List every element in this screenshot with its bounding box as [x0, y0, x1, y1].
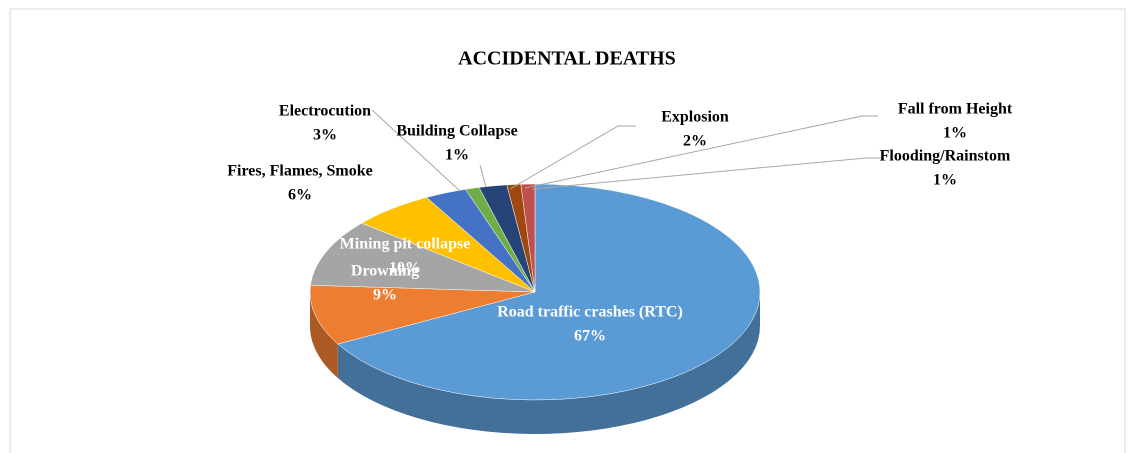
- slice-value-label: 10%: [389, 260, 421, 277]
- slice-value-label: 2%: [683, 133, 707, 150]
- slice-value-label: 1%: [943, 125, 967, 142]
- slice-value-label: 3%: [313, 127, 337, 144]
- slice-label: Electrocution: [279, 103, 371, 120]
- slice-value-label: 9%: [373, 287, 397, 304]
- slice: [309, 284, 536, 345]
- slice-label: Fires, Flames, Smoke: [227, 163, 372, 180]
- leader-line: [531, 157, 882, 190]
- slice-side: [310, 292, 338, 379]
- slice-label: Mining pit collapse: [340, 236, 471, 253]
- leader-line: [371, 109, 461, 192]
- slice-label: Explosion: [661, 109, 729, 126]
- chart-title: ACCIDENTAL DEATHS: [458, 48, 676, 70]
- slice-label: Building Collapse: [396, 123, 517, 140]
- slice-label: Road traffic crashes (RTC): [497, 304, 683, 321]
- slice-label: Drowning: [351, 263, 419, 280]
- leader-line: [479, 164, 487, 188]
- slice-value-label: 6%: [288, 187, 312, 204]
- slice-label: Fall from Height: [898, 101, 1013, 118]
- slice: [520, 183, 536, 293]
- slice-value-label: 1%: [445, 147, 469, 164]
- slice: [337, 183, 761, 401]
- leader-line: [524, 115, 878, 189]
- leader-line: [509, 125, 636, 190]
- slice-value-label: 1%: [933, 172, 957, 189]
- slice: [310, 222, 536, 293]
- slice-value-label: 67%: [574, 328, 606, 345]
- slice-side: [337, 292, 760, 434]
- slice-label: Flooding/Rainstom: [880, 148, 1011, 165]
